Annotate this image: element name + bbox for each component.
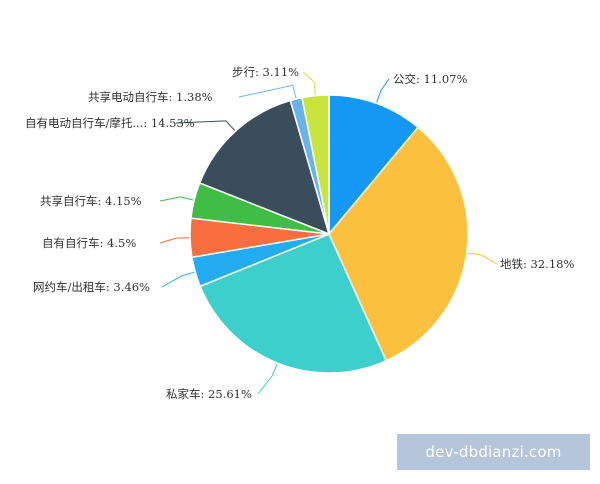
watermark: dev-dbdianzi.com xyxy=(397,434,590,470)
leader-line xyxy=(238,84,297,99)
pie-slice xyxy=(199,233,388,374)
leader-line xyxy=(161,271,195,288)
leader-line xyxy=(302,71,316,95)
leader-line xyxy=(376,78,390,103)
slice-label: 自有电动自行车/摩托...: 14.53% xyxy=(25,116,195,130)
slice-label: 自有自行车: 4.5% xyxy=(42,236,136,250)
pie-slice xyxy=(301,94,330,235)
pie-slice xyxy=(328,126,469,362)
slice-label: 网约车/出租车: 3.46% xyxy=(33,280,150,294)
leader-line xyxy=(467,252,498,265)
slice-label: 步行: 3.11% xyxy=(232,65,299,79)
leader-line xyxy=(175,120,236,131)
pie-slice xyxy=(198,99,331,236)
pie-slice xyxy=(328,94,420,237)
slice-label: 共享电动自行车: 1.38% xyxy=(88,90,213,104)
leader-line xyxy=(159,196,194,202)
slice-label: 共享自行车: 4.15% xyxy=(40,194,142,208)
leader-line xyxy=(257,363,278,395)
slice-label: 地铁: 32.18% xyxy=(500,257,574,271)
leader-line xyxy=(159,237,190,244)
slice-label: 私家车: 25.61% xyxy=(166,387,252,401)
slice-label: 公交: 11.07% xyxy=(393,72,467,86)
